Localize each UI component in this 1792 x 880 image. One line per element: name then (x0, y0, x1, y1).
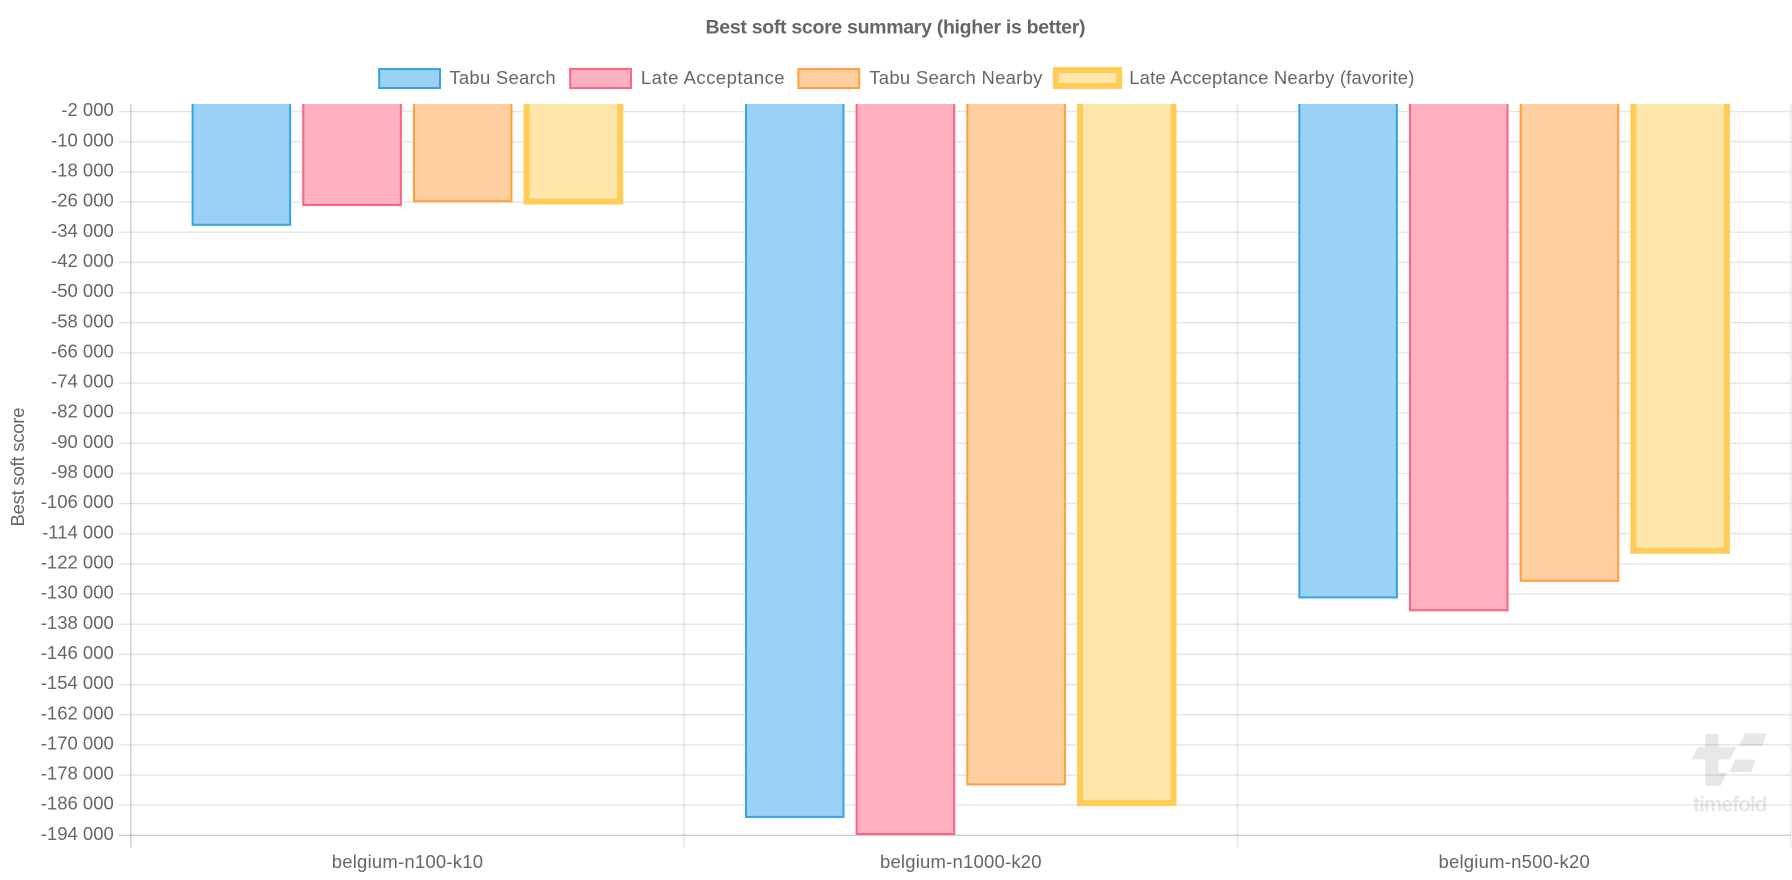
svg-text:-154 000: -154 000 (41, 672, 114, 693)
svg-text:-26 000: -26 000 (51, 190, 114, 211)
svg-text:-114 000: -114 000 (42, 521, 114, 542)
svg-text:Late Acceptance: Late Acceptance (641, 67, 785, 88)
svg-text:-34 000: -34 000 (51, 220, 114, 241)
svg-text:-2 000: -2 000 (61, 99, 113, 120)
svg-text:Best soft score: Best soft score (7, 408, 28, 527)
svg-text:Best soft score summary (highe: Best soft score summary (higher is bette… (706, 16, 1086, 38)
svg-text:-194 000: -194 000 (41, 823, 114, 844)
svg-text:-106 000: -106 000 (41, 491, 114, 512)
svg-text:-74 000: -74 000 (51, 371, 114, 392)
svg-text:-42 000: -42 000 (51, 250, 114, 271)
svg-text:-122 000: -122 000 (41, 552, 114, 573)
svg-text:belgium-n1000-k20: belgium-n1000-k20 (880, 851, 1042, 872)
svg-text:Tabu Search: Tabu Search (449, 67, 555, 88)
svg-text:-58 000: -58 000 (51, 310, 114, 331)
svg-text:-178 000: -178 000 (41, 763, 114, 784)
svg-text:-18 000: -18 000 (51, 160, 114, 181)
svg-text:-66 000: -66 000 (51, 340, 114, 361)
svg-text:-50 000: -50 000 (51, 280, 114, 301)
svg-text:Tabu Search Nearby: Tabu Search Nearby (869, 67, 1043, 88)
svg-text:-186 000: -186 000 (41, 793, 114, 814)
svg-text:-130 000: -130 000 (41, 582, 114, 603)
svg-text:belgium-n100-k10: belgium-n100-k10 (332, 851, 483, 872)
svg-text:-98 000: -98 000 (51, 461, 114, 482)
svg-text:-82 000: -82 000 (51, 401, 114, 422)
svg-text:timefold: timefold (1693, 793, 1768, 816)
svg-text:-146 000: -146 000 (41, 642, 114, 663)
svg-text:Late Acceptance Nearby (favori: Late Acceptance Nearby (favorite) (1129, 67, 1414, 88)
svg-text:-90 000: -90 000 (51, 431, 114, 452)
svg-text:-138 000: -138 000 (41, 612, 114, 633)
svg-text:-170 000: -170 000 (41, 732, 114, 753)
svg-text:belgium-n500-k20: belgium-n500-k20 (1438, 851, 1589, 872)
svg-text:-162 000: -162 000 (41, 702, 114, 723)
svg-text:-10 000: -10 000 (51, 129, 114, 150)
